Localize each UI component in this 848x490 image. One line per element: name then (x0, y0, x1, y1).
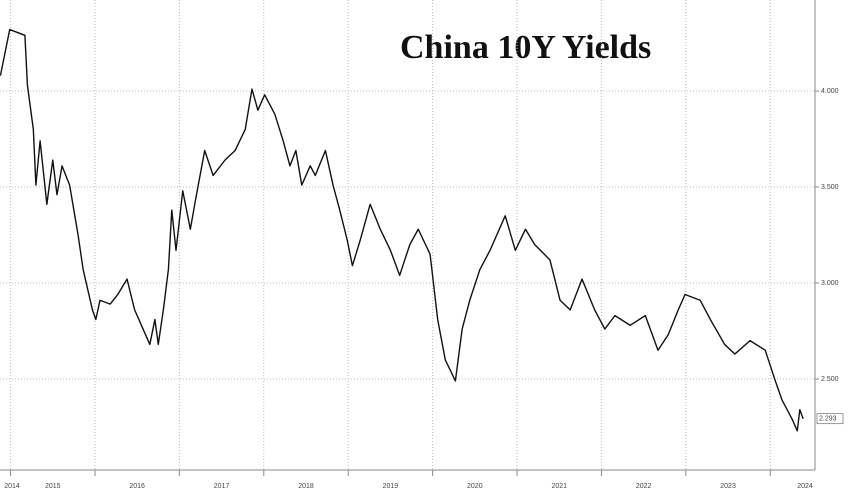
x-tick-label: 2018 (298, 483, 314, 490)
x-tick-label: 2017 (214, 483, 230, 490)
y-tick-label: 3.500 (821, 184, 839, 191)
last-value-label: 2.293 (819, 416, 837, 423)
y-tick-label: 3.000 (821, 280, 839, 287)
x-tick-label: 2019 (383, 483, 399, 490)
y-tick-label: 2.500 (821, 376, 839, 383)
chart-title: China 10Y Yields (400, 29, 651, 66)
last-value-box (816, 413, 844, 425)
x-tick-label: 2020 (467, 483, 483, 490)
x-tick-label: 2022 (636, 483, 652, 490)
x-tick-label: 2024 (797, 483, 813, 490)
x-tick-label: 2015 (45, 483, 61, 490)
x-tick-label: 2014 (4, 483, 20, 490)
x-tick-label: 2023 (720, 483, 736, 490)
x-tick-label: 2016 (129, 483, 145, 490)
y-tick-label: 4.000 (821, 88, 839, 95)
line (0, 28, 804, 432)
x-tick-label: 2021 (551, 483, 567, 490)
